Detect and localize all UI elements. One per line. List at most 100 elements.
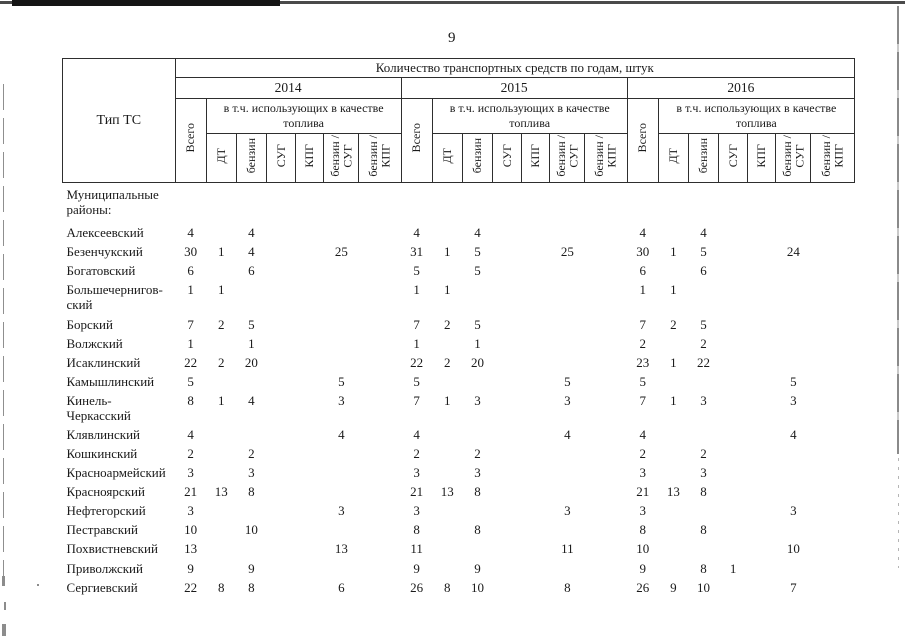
value-cell: 6 — [338, 579, 345, 595]
total-label: Всего — [183, 123, 198, 153]
year-header-2015: 2015 — [400, 77, 628, 99]
value-cell: 7 — [413, 316, 420, 332]
value-cell: 5 — [474, 244, 481, 260]
value-cell — [401, 183, 432, 224]
fuel-label: бензин — [470, 137, 485, 174]
table-row: Кинель-Черкасский 8 1 4 3 7 1 3 3 7 1 3 3 — [63, 391, 855, 425]
value-cell: 4 — [700, 225, 707, 241]
fuel-label: ДТ — [440, 147, 454, 164]
table-row: Приволжский 9 9 9 9 9 8 1 — [63, 559, 855, 578]
value-cell — [811, 501, 855, 520]
fuel-label: КПГ — [754, 143, 769, 168]
value-cell — [296, 463, 324, 482]
fuel-header-benzin-sug: бензин / СУГ — [323, 133, 360, 183]
value-cell — [748, 501, 776, 520]
page-number: 9 — [448, 30, 456, 46]
value-cell — [776, 334, 811, 353]
value-cell: 20 — [470, 354, 484, 370]
scan-speck — [2, 624, 6, 636]
value-cell: 1 — [187, 335, 194, 351]
value-cell — [688, 372, 718, 391]
value-cell — [296, 444, 324, 463]
district-name: Кошкинский — [66, 446, 138, 462]
district-name: Сергиевский — [66, 579, 138, 595]
value-cell — [432, 334, 462, 353]
value-cell — [776, 463, 811, 482]
value-cell: 3 — [338, 503, 345, 519]
value-cell — [719, 261, 748, 280]
value-cell: 13 — [214, 484, 228, 500]
value-cell: 3 — [338, 392, 345, 408]
value-cell — [493, 391, 522, 425]
fuel-header-kpg: КПГ — [295, 133, 325, 183]
value-cell — [296, 559, 324, 578]
value-cell: 1 — [248, 335, 255, 351]
value-cell — [776, 520, 811, 539]
value-cell: 6 — [639, 263, 646, 279]
district-name: Камышлинский — [66, 373, 155, 389]
value-cell — [550, 280, 585, 314]
value-cell — [236, 280, 266, 314]
value-cell: 8 — [248, 484, 255, 500]
value-cell — [493, 482, 522, 501]
value-cell — [658, 444, 688, 463]
value-cell: 1 — [639, 282, 646, 298]
value-cell — [236, 372, 266, 391]
total-header-2016: Всего — [626, 98, 659, 183]
value-cell — [359, 334, 401, 353]
value-cell — [585, 482, 627, 501]
value-cell: 26 — [410, 579, 424, 595]
value-cell: 1 — [474, 335, 481, 351]
value-cell: 6 — [187, 263, 194, 279]
value-cell — [522, 280, 550, 314]
value-cell — [266, 353, 295, 372]
value-cell — [236, 539, 266, 558]
value-cell: 3 — [187, 465, 194, 481]
value-cell — [493, 559, 522, 578]
year-header-2016: 2016 — [626, 77, 856, 99]
value-cell: 13 — [184, 541, 198, 557]
value-cell — [585, 539, 627, 558]
value-cell: 5 — [564, 373, 571, 389]
value-cell — [585, 353, 627, 372]
value-cell — [324, 353, 359, 372]
table-row: Камышлинский 5 5 5 5 5 5 — [63, 372, 855, 391]
value-cell — [359, 183, 401, 224]
value-cell — [811, 261, 855, 280]
value-cell — [493, 261, 522, 280]
value-cell: 1 — [444, 244, 451, 260]
value-cell: 6 — [248, 263, 255, 279]
scan-speck — [37, 584, 39, 586]
value-cell — [522, 501, 550, 520]
value-cell — [359, 520, 401, 539]
value-cell — [550, 261, 585, 280]
fuel-header-kpg: КПГ — [521, 133, 551, 183]
total-label: Всего — [409, 123, 424, 153]
value-cell: 5 — [413, 263, 420, 279]
table-row: Пестравский 10 10 8 8 8 8 — [63, 520, 855, 539]
value-cell — [266, 539, 295, 558]
value-cell — [658, 559, 688, 578]
value-cell — [776, 353, 811, 372]
value-cell — [432, 223, 462, 242]
value-cell — [493, 280, 522, 314]
value-cell: 1 — [218, 244, 225, 260]
value-cell: 2 — [700, 446, 707, 462]
value-cell — [206, 501, 236, 520]
value-cell — [776, 315, 811, 334]
column-header-vehicle-type: Тип ТС — [62, 58, 176, 183]
value-cell — [359, 280, 401, 314]
value-cell: 8 — [444, 579, 451, 595]
value-cell: 22 — [184, 354, 198, 370]
value-cell — [296, 242, 324, 261]
value-cell — [522, 520, 550, 539]
value-cell — [585, 578, 627, 597]
value-cell — [296, 261, 324, 280]
value-cell: 2 — [700, 335, 707, 351]
value-cell — [359, 559, 401, 578]
value-cell — [585, 501, 627, 520]
value-cell — [296, 334, 324, 353]
fuel-header-benzin: бензин — [461, 133, 494, 183]
value-cell: 22 — [410, 354, 424, 370]
fuel-label: бензин / КПГ — [819, 134, 846, 177]
